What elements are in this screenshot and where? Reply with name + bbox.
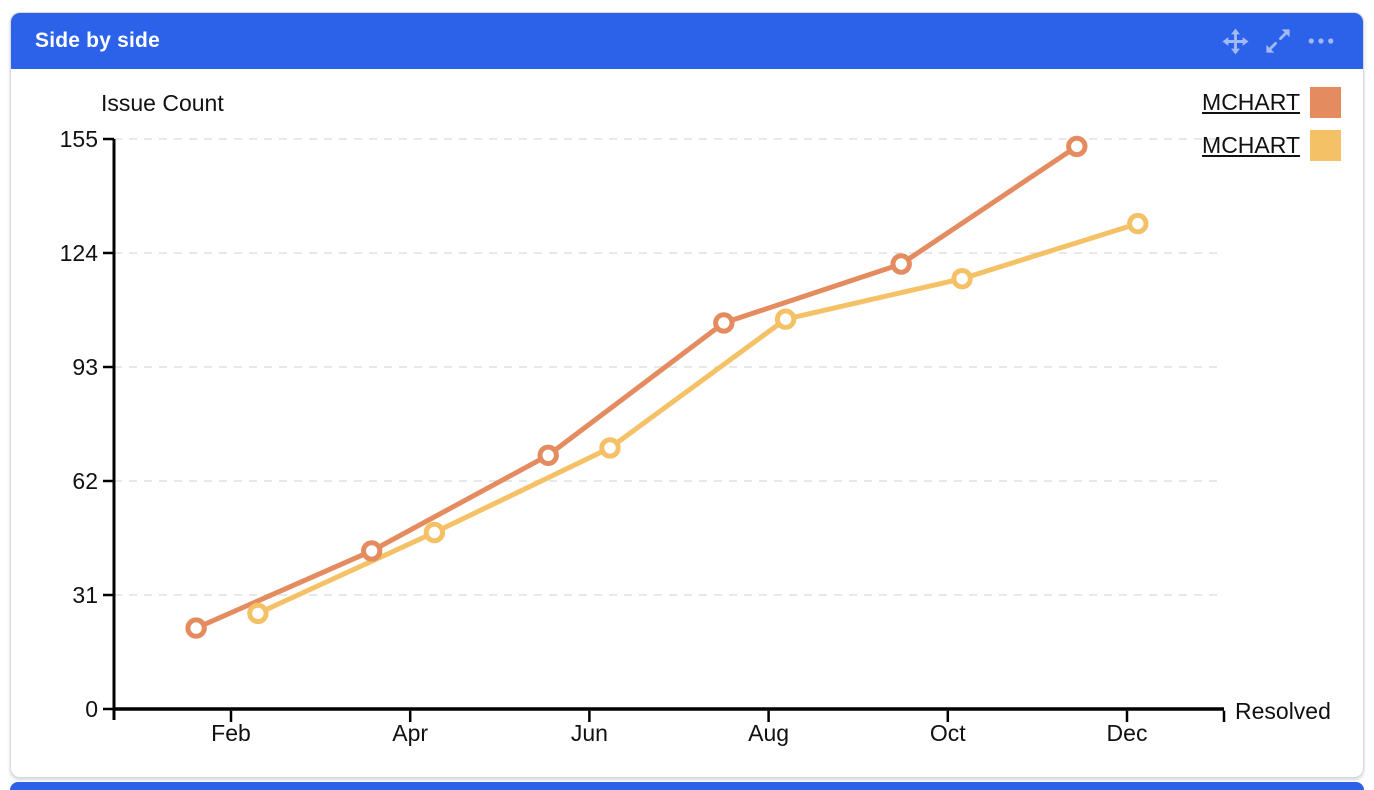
legend-label-series1[interactable]: MCHART <box>1202 89 1300 115</box>
y-tick-label: 155 <box>60 126 98 152</box>
data-point-series1[interactable] <box>713 312 735 334</box>
series-line-1 <box>193 143 1080 631</box>
y-tick-label: 0 <box>85 696 98 722</box>
data-point-series1[interactable] <box>537 444 559 466</box>
data-point-series2[interactable] <box>1127 212 1149 235</box>
legend-swatch-series2[interactable] <box>1310 130 1341 161</box>
move-icon[interactable] <box>1221 27 1249 55</box>
data-point-series1[interactable] <box>361 540 383 562</box>
panel-header[interactable]: Side by side <box>11 13 1363 69</box>
next-panel-header-edge <box>10 782 1364 790</box>
data-point-series2[interactable] <box>599 437 621 459</box>
x-tick-label: Apr <box>392 720 428 746</box>
x-axis-title: Resolved <box>1235 698 1331 724</box>
x-tick-label: Dec <box>1107 720 1148 746</box>
legend-swatch-series1[interactable] <box>1310 87 1341 118</box>
expand-icon[interactable] <box>1264 27 1292 55</box>
line-chart: 0 31 62 93 124 155 Feb Apr Jun Aug Oct Dec Issue Cou… <box>60 90 1331 746</box>
y-tick-label: 31 <box>72 582 98 608</box>
chart-panel: Side by side <box>10 12 1364 778</box>
data-point-series1[interactable] <box>185 617 207 639</box>
more-options-icon[interactable] <box>1307 27 1335 55</box>
panel-actions <box>1221 27 1335 55</box>
data-point-series1[interactable] <box>1066 135 1088 158</box>
series-line-2 <box>255 221 1141 616</box>
y-tick-label: 124 <box>60 240 99 266</box>
chart-area: 0 31 62 93 124 155 Feb Apr Jun Aug Oct Dec Issue Cou… <box>11 69 1363 777</box>
y-tick-label: 93 <box>72 354 98 380</box>
x-tick-label: Oct <box>930 720 966 746</box>
data-point-series2[interactable] <box>951 268 973 290</box>
x-tick-label: Jun <box>571 720 608 746</box>
data-point-series2[interactable] <box>423 521 446 544</box>
x-tick-label: Feb <box>211 720 251 746</box>
y-axis-title: Issue Count <box>101 90 224 116</box>
legend-item: MCHART <box>1202 130 1341 161</box>
x-tick-label: Aug <box>748 720 789 746</box>
legend-label-series2[interactable]: MCHART <box>1202 132 1300 158</box>
y-tick-label: 62 <box>72 468 98 494</box>
chart-legend: MCHART MCHART <box>1202 87 1341 161</box>
data-point-series2[interactable] <box>774 308 797 330</box>
legend-item: MCHART <box>1202 87 1341 118</box>
data-point-series2[interactable] <box>247 602 269 625</box>
data-point-series1[interactable] <box>890 253 912 275</box>
panel-title: Side by side <box>35 29 160 52</box>
